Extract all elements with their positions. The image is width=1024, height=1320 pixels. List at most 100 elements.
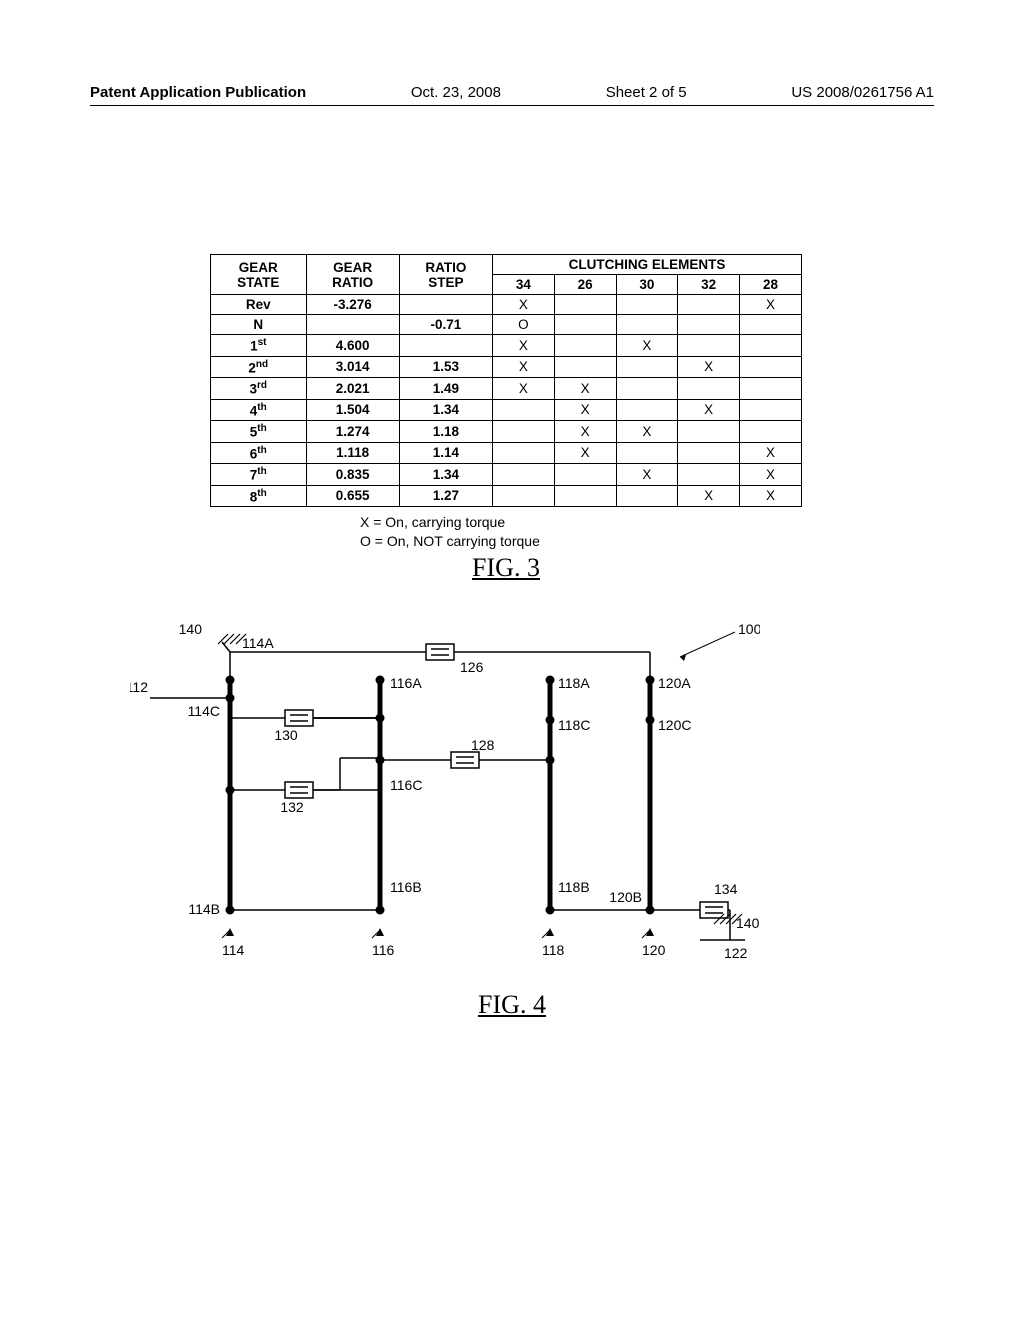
cell-clutch: [554, 485, 616, 507]
cell-clutch: [616, 399, 678, 421]
svg-text:118B: 118B: [558, 879, 590, 895]
header-date: Oct. 23, 2008: [411, 84, 501, 101]
header-sheet: Sheet 2 of 5: [606, 84, 687, 101]
cell-clutch: X: [678, 356, 740, 378]
svg-text:132: 132: [280, 799, 304, 815]
cell-state: 7th: [211, 464, 307, 486]
svg-text:120B: 120B: [609, 889, 642, 905]
cell-clutch: [492, 421, 554, 443]
cell-state: 4th: [211, 399, 307, 421]
svg-text:128: 128: [471, 737, 495, 753]
svg-text:114: 114: [222, 942, 245, 958]
table-row: 4th1.5041.34 X X: [211, 399, 802, 421]
table-row: 5th1.2741.18XX: [211, 421, 802, 443]
cell-ratio: 1.504: [306, 399, 399, 421]
svg-text:118: 118: [542, 942, 565, 958]
table-row: 8th0.6551.27 XX: [211, 485, 802, 507]
table-row: 1st4.600XX: [211, 335, 802, 357]
cell-clutch: [678, 378, 740, 400]
cell-clutch: [616, 485, 678, 507]
cell-clutch: O: [492, 315, 554, 335]
page-header: Patent Application Publication Oct. 23, …: [90, 84, 934, 106]
cell-clutch: X: [678, 399, 740, 421]
cell-clutch: [616, 378, 678, 400]
cell-ratio: -3.276: [306, 295, 399, 315]
cell-state: 6th: [211, 442, 307, 464]
cell-ratio: 1.118: [306, 442, 399, 464]
table-row: 6th1.1181.14XX: [211, 442, 802, 464]
cell-clutch: X: [678, 485, 740, 507]
svg-text:134: 134: [714, 881, 738, 897]
cell-clutch: [678, 335, 740, 357]
cell-clutch: [554, 356, 616, 378]
table-row: Rev-3.276XX: [211, 295, 802, 315]
cell-clutch: X: [492, 335, 554, 357]
table-row: 3rd2.0211.49XX: [211, 378, 802, 400]
svg-text:118C: 118C: [558, 717, 590, 733]
svg-text:112: 112: [130, 679, 148, 695]
cell-step: 1.18: [399, 421, 492, 443]
lever-diagram: 140114A112114C130116A126132128116C118A11…: [130, 610, 760, 1010]
svg-text:122: 122: [724, 945, 748, 961]
cell-clutch: [740, 399, 802, 421]
cell-state: Rev: [211, 295, 307, 315]
col-clutching: CLUTCHING ELEMENTS: [492, 255, 801, 275]
table-row: 7th0.8351.34XX: [211, 464, 802, 486]
cell-ratio: 4.600: [306, 335, 399, 357]
legend-x: X = On, carrying torque: [360, 513, 802, 532]
cell-clutch: [740, 335, 802, 357]
figure-4-label: FIG. 4: [0, 990, 1024, 1020]
cell-clutch: X: [492, 378, 554, 400]
cell-clutch: [678, 295, 740, 315]
svg-text:116B: 116B: [390, 879, 422, 895]
cell-clutch: [554, 335, 616, 357]
table-row: 2nd3.0141.53XX: [211, 356, 802, 378]
cell-step: [399, 295, 492, 315]
cell-ratio: 0.655: [306, 485, 399, 507]
cell-clutch: X: [740, 485, 802, 507]
cell-step: 1.49: [399, 378, 492, 400]
clutch-col-30: 30: [616, 275, 678, 295]
header-publication: Patent Application Publication: [90, 84, 306, 101]
cell-state: 2nd: [211, 356, 307, 378]
cell-clutch: [740, 378, 802, 400]
cell-clutch: [492, 485, 554, 507]
cell-clutch: X: [554, 442, 616, 464]
cell-ratio: 2.021: [306, 378, 399, 400]
cell-clutch: [616, 295, 678, 315]
svg-text:120: 120: [642, 942, 666, 958]
figure-3-label: FIG. 3: [210, 553, 802, 583]
cell-clutch: X: [492, 295, 554, 315]
cell-state: 3rd: [211, 378, 307, 400]
cell-clutch: [554, 315, 616, 335]
cell-state: 5th: [211, 421, 307, 443]
svg-text:116A: 116A: [390, 675, 422, 691]
cell-clutch: X: [554, 399, 616, 421]
table-row: N-0.71O: [211, 315, 802, 335]
cell-clutch: X: [616, 421, 678, 443]
col-gear-state: GEARSTATE: [211, 255, 307, 295]
svg-text:114C: 114C: [188, 703, 220, 719]
cell-clutch: X: [740, 464, 802, 486]
figure-3: GEARSTATEGEARRATIORATIOSTEPCLUTCHING ELE…: [210, 254, 802, 583]
cell-clutch: [740, 421, 802, 443]
cell-ratio: 0.835: [306, 464, 399, 486]
cell-clutch: [678, 464, 740, 486]
cell-state: N: [211, 315, 307, 335]
cell-step: 1.53: [399, 356, 492, 378]
cell-ratio: [306, 315, 399, 335]
cell-state: 8th: [211, 485, 307, 507]
clutch-col-32: 32: [678, 275, 740, 295]
svg-text:120C: 120C: [658, 717, 691, 733]
cell-step: 1.27: [399, 485, 492, 507]
svg-text:126: 126: [460, 659, 484, 675]
cell-clutch: [678, 315, 740, 335]
cell-step: 1.14: [399, 442, 492, 464]
cell-step: 1.34: [399, 399, 492, 421]
cell-clutch: [492, 442, 554, 464]
clutch-col-26: 26: [554, 275, 616, 295]
cell-clutch: [678, 421, 740, 443]
cell-clutch: [492, 399, 554, 421]
cell-clutch: [616, 356, 678, 378]
table-legend: X = On, carrying torque O = On, NOT carr…: [360, 513, 802, 551]
